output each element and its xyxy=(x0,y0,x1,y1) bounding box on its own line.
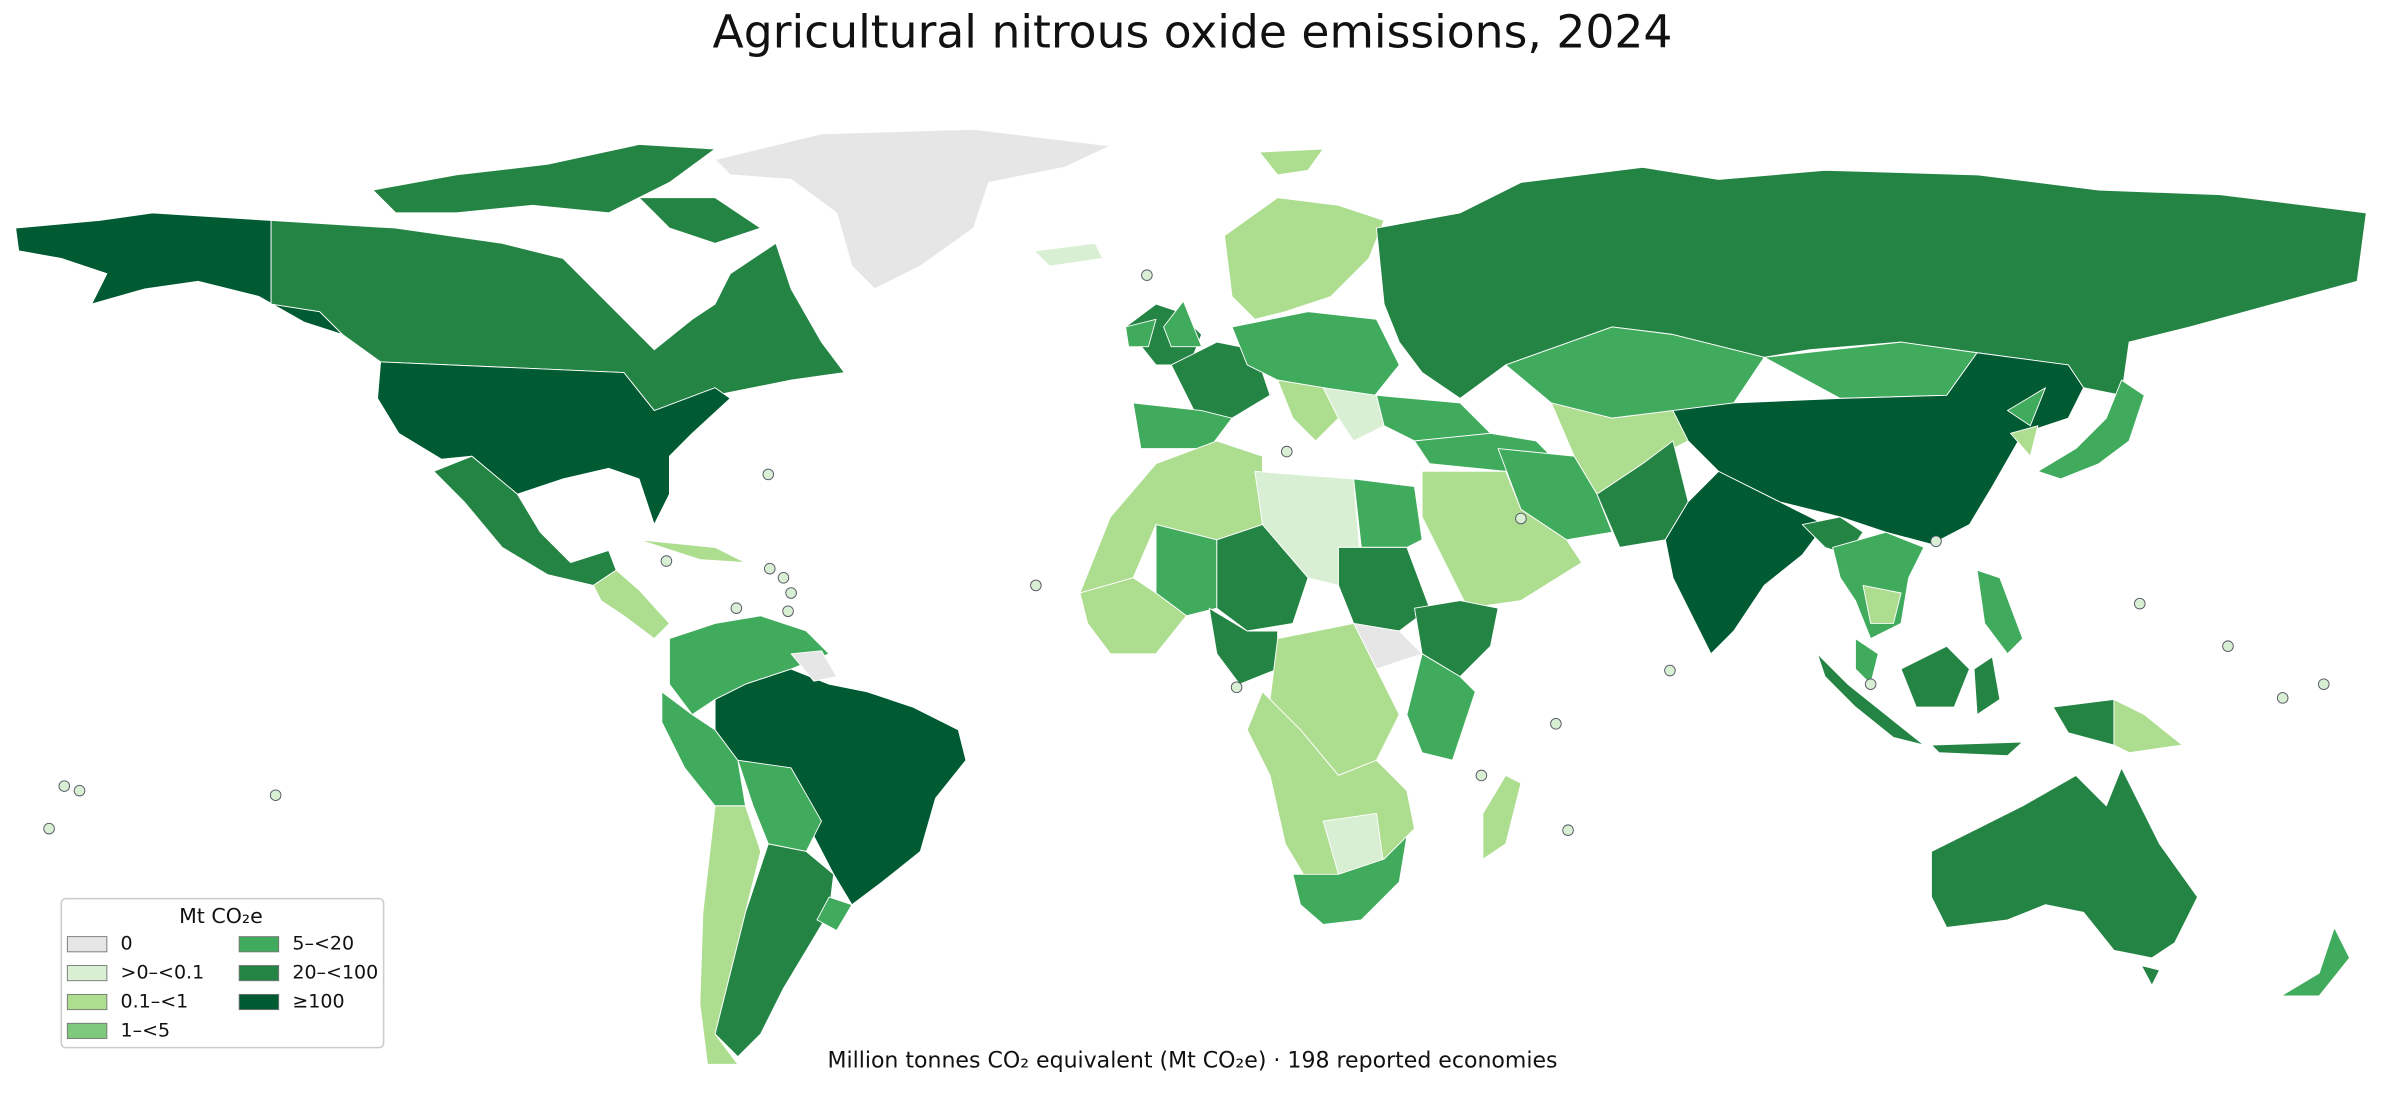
island xyxy=(1664,664,1676,677)
legend-label: 5–<20 xyxy=(292,933,354,955)
country xyxy=(1292,835,1408,925)
island xyxy=(58,780,71,792)
island xyxy=(2276,692,2289,704)
country xyxy=(1900,645,1970,708)
country xyxy=(433,455,617,586)
country xyxy=(1216,524,1309,632)
country xyxy=(1322,387,1385,442)
legend-label: 0 xyxy=(121,933,133,955)
country xyxy=(372,143,716,214)
legend-label: >0–<0.1 xyxy=(121,962,205,984)
country xyxy=(1155,524,1218,617)
legend-swatch xyxy=(66,965,108,982)
island xyxy=(1475,769,1488,782)
country xyxy=(2052,698,2115,746)
country xyxy=(1664,470,1826,655)
country xyxy=(377,361,731,526)
legend: Mt CO₂e 0 >0–<0.1 0.1–<1 1–<5 5–<20 20–<100 ≥1… xyxy=(60,897,385,1049)
country xyxy=(2007,387,2046,427)
island xyxy=(2317,678,2330,690)
island xyxy=(1515,512,1527,525)
country xyxy=(816,896,853,931)
country xyxy=(2010,425,2039,457)
country xyxy=(1854,638,1879,685)
country xyxy=(1132,402,1233,450)
country xyxy=(1277,379,1339,442)
country xyxy=(1033,242,1104,267)
country xyxy=(2113,698,2183,754)
island xyxy=(1030,579,1042,592)
small-islands xyxy=(43,269,2330,836)
map-note: Million tonnes CO₂ equivalent (Mt CO₂e) … xyxy=(827,1048,1557,1073)
country xyxy=(592,569,670,640)
legend-swatch xyxy=(238,993,280,1011)
legend-label: 20–<100 xyxy=(292,962,378,984)
country xyxy=(1482,774,1522,860)
island xyxy=(1930,535,1942,548)
map-title: Agricultural nitrous oxide emissions, 20… xyxy=(713,5,1673,58)
island xyxy=(2222,640,2234,652)
country xyxy=(1973,656,2001,716)
country xyxy=(638,539,746,564)
island xyxy=(1550,717,1562,730)
country xyxy=(1976,569,2024,655)
country xyxy=(1223,197,1385,320)
country xyxy=(1931,741,2024,757)
island xyxy=(73,784,86,797)
island xyxy=(1562,824,1574,836)
island xyxy=(764,562,776,575)
legend-label: ≥100 xyxy=(292,991,344,1013)
country xyxy=(1376,394,1491,442)
legend-swatch xyxy=(66,993,108,1011)
legend-label: 1–<5 xyxy=(121,1019,171,1041)
legend-swatch xyxy=(66,1022,108,1039)
legend-title: Mt CO₂e xyxy=(179,904,263,928)
country xyxy=(1832,531,1925,640)
island xyxy=(785,587,797,599)
country xyxy=(1862,584,1902,624)
countries xyxy=(15,128,2367,1065)
island xyxy=(782,605,794,618)
country xyxy=(15,212,344,335)
country xyxy=(1079,577,1187,655)
country xyxy=(1353,478,1423,548)
country xyxy=(1406,653,1476,761)
country xyxy=(1421,470,1583,609)
country xyxy=(1816,653,1925,746)
island xyxy=(1280,445,1293,458)
legend-swatch xyxy=(66,936,108,953)
country xyxy=(638,197,762,244)
legend-swatch xyxy=(238,965,280,982)
country xyxy=(714,128,1111,290)
country xyxy=(699,805,762,1065)
country xyxy=(1163,300,1203,348)
island xyxy=(43,822,55,835)
island xyxy=(777,572,790,584)
island xyxy=(660,555,673,567)
country xyxy=(2140,965,2160,986)
country xyxy=(1258,148,1324,176)
country xyxy=(790,650,838,682)
island xyxy=(2133,597,2146,610)
legend-label: 0.1–<1 xyxy=(121,991,189,1013)
country xyxy=(2037,379,2145,480)
island xyxy=(1141,269,1153,281)
island xyxy=(762,468,775,481)
country xyxy=(2280,927,2351,997)
island xyxy=(730,602,743,614)
island xyxy=(269,789,282,801)
country xyxy=(1125,318,1157,348)
island xyxy=(1230,681,1243,694)
island xyxy=(1864,678,1877,690)
country xyxy=(1931,767,2199,959)
legend-swatch xyxy=(238,936,280,953)
legend-box xyxy=(60,897,385,1049)
